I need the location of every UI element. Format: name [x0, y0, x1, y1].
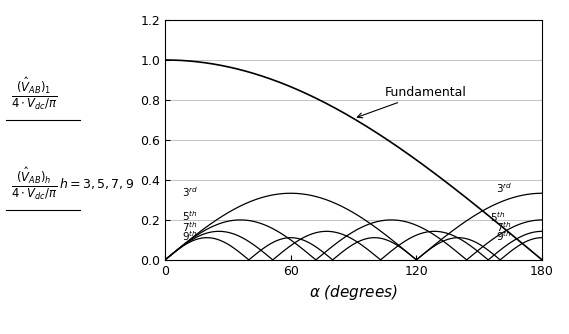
Text: 9$^{th}$: 9$^{th}$: [182, 229, 197, 243]
Text: Fundamental: Fundamental: [357, 86, 467, 118]
Text: 9$^{th}$: 9$^{th}$: [496, 229, 512, 243]
Text: $h=3,5,7,9$: $h=3,5,7,9$: [59, 176, 134, 191]
Text: 3$^{rd}$: 3$^{rd}$: [182, 185, 198, 199]
Text: 5$^{th}$: 5$^{th}$: [182, 209, 197, 223]
Text: $\frac{(\hat{V}_{AB})_h}{4 \cdot V_{dc}/\pi}$: $\frac{(\hat{V}_{AB})_h}{4 \cdot V_{dc}/…: [11, 165, 57, 202]
Text: 5$^{th}$: 5$^{th}$: [490, 210, 505, 224]
X-axis label: $\alpha$ (degrees): $\alpha$ (degrees): [309, 283, 398, 302]
Text: $\frac{(\hat{V}_{AB})_1}{4 \cdot V_{dc}/\pi}$: $\frac{(\hat{V}_{AB})_1}{4 \cdot V_{dc}/…: [11, 75, 57, 112]
Text: 3$^{rd}$: 3$^{rd}$: [496, 181, 512, 195]
Text: 7$^{th}$: 7$^{th}$: [496, 220, 512, 234]
Text: 7$^{th}$: 7$^{th}$: [182, 220, 197, 234]
